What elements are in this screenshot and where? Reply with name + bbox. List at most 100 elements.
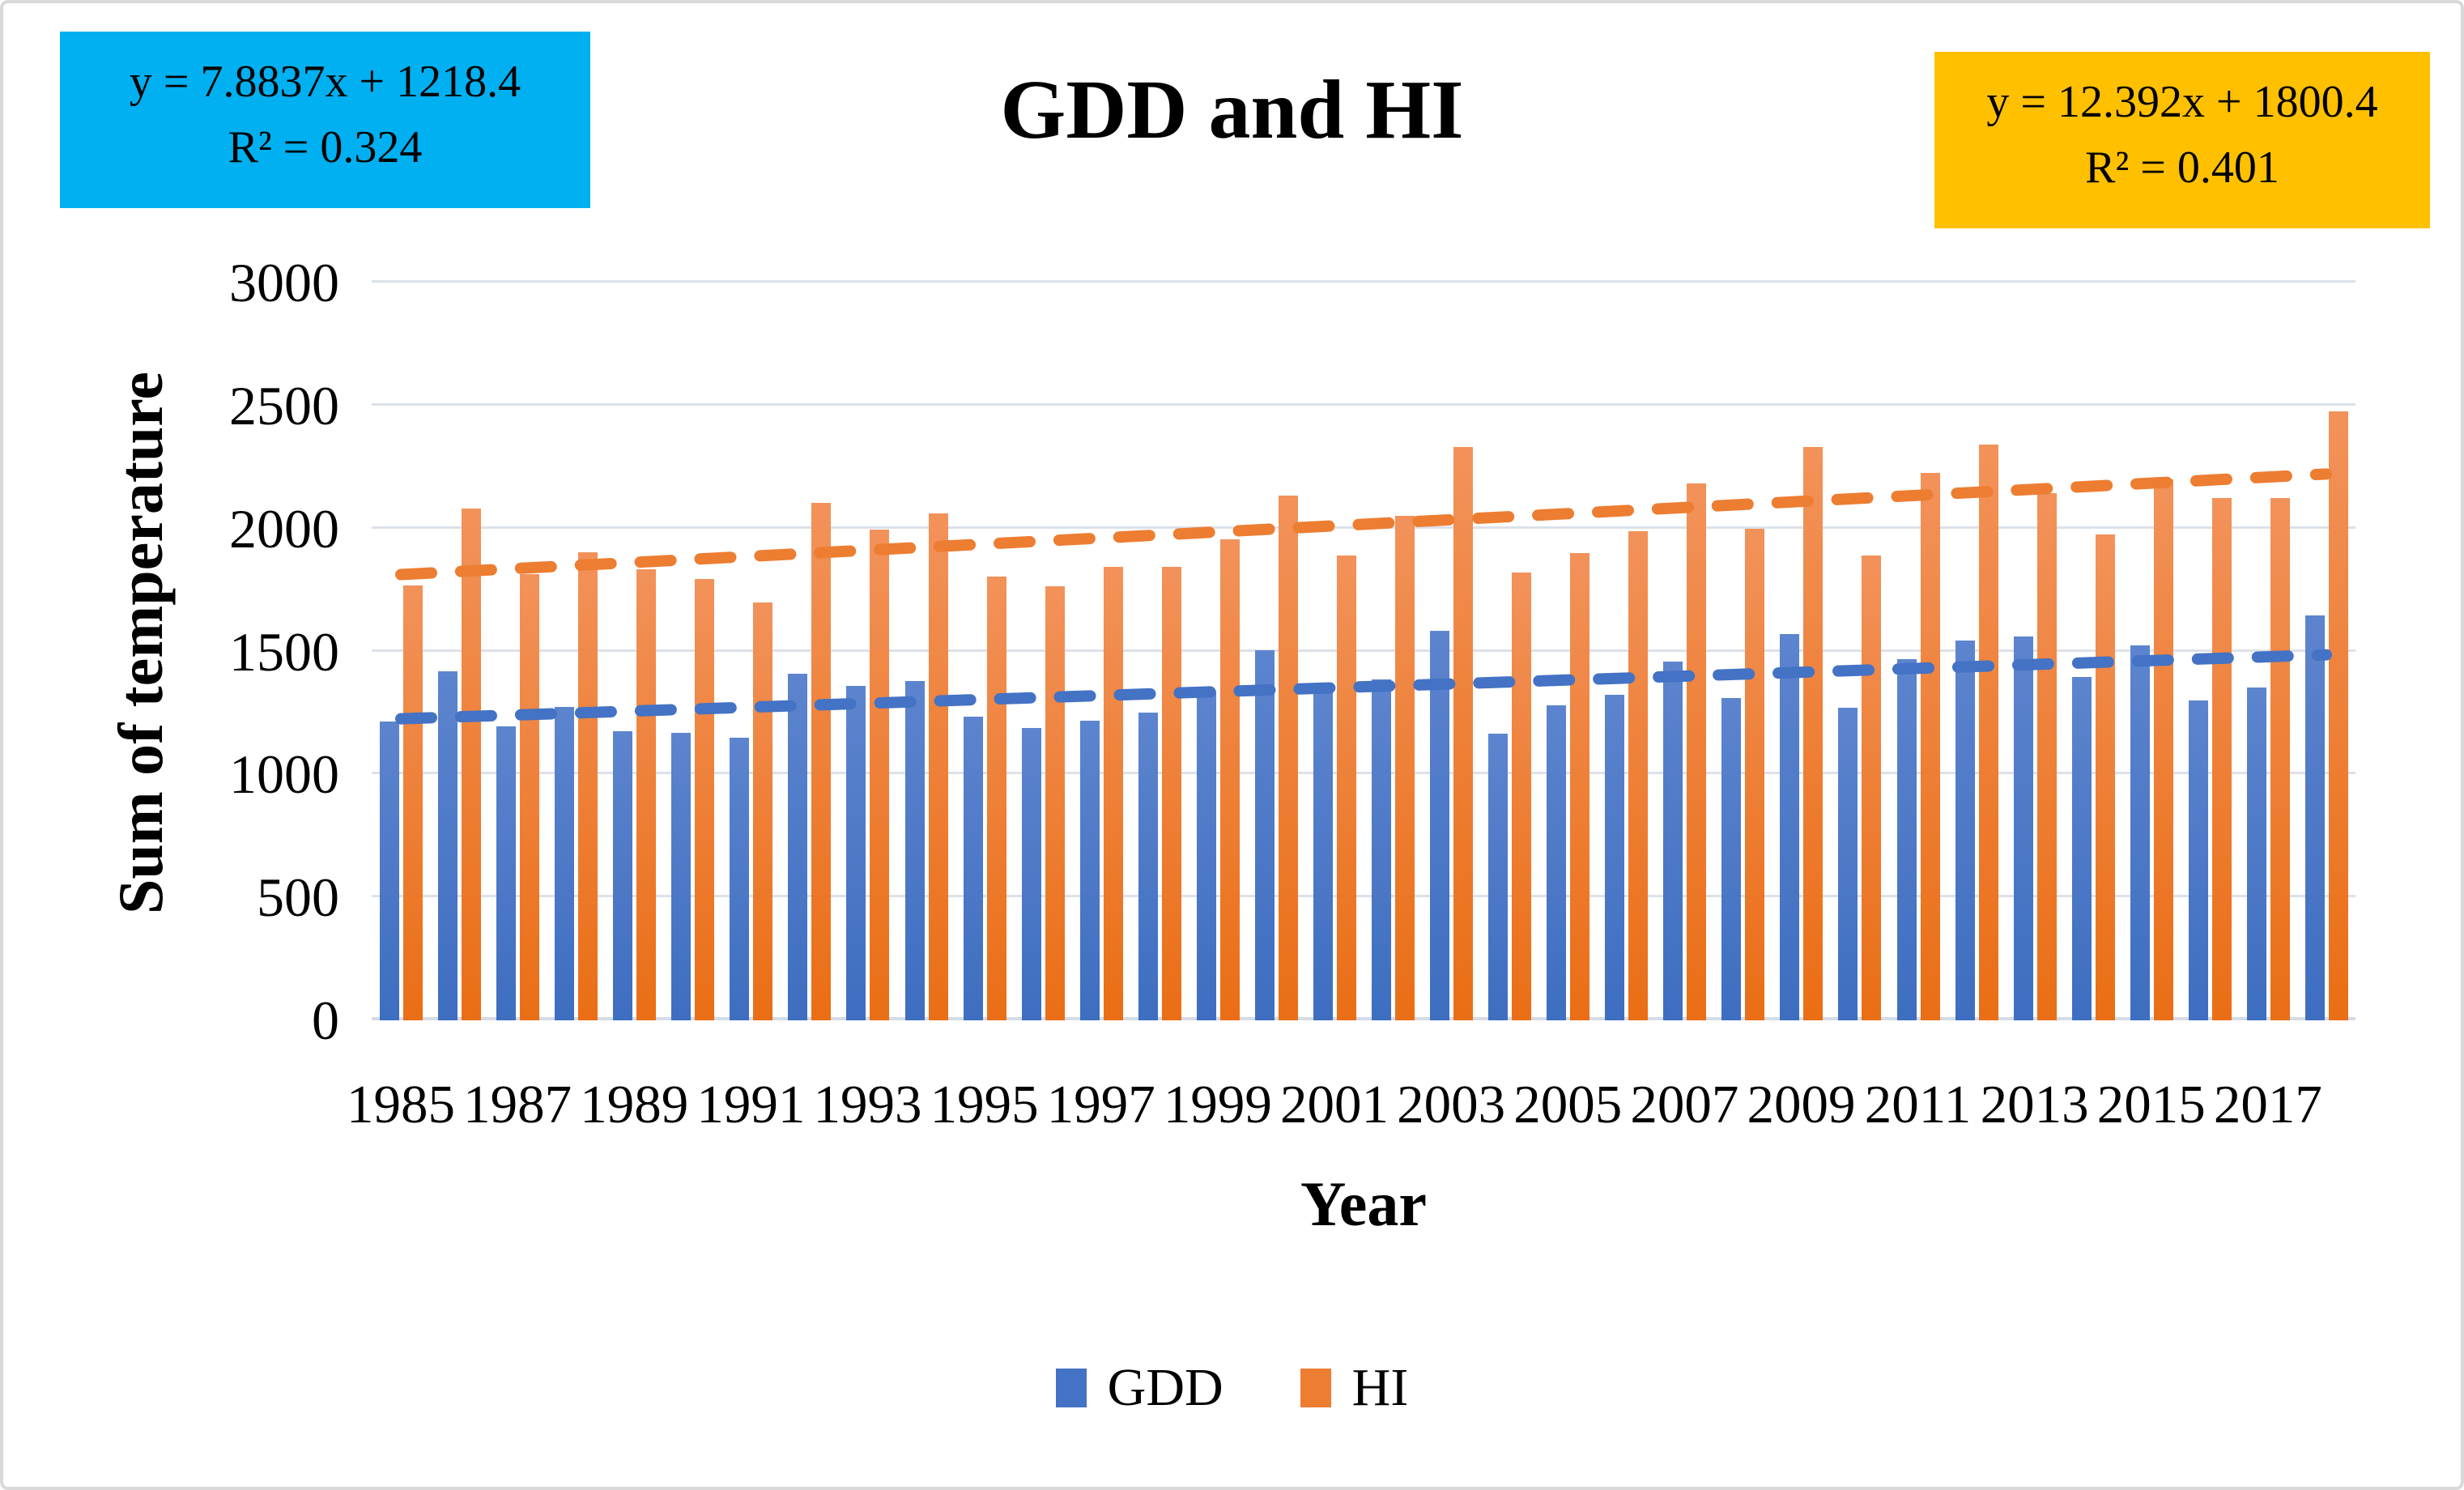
bar-group-1990 [663, 283, 721, 1020]
y-tick-label-2000: 2000 [229, 497, 339, 560]
gdd-bar-1991 [730, 737, 750, 1020]
legend-item-hi: HI [1300, 1357, 1408, 1419]
bar-group-2013 [2006, 283, 2064, 1020]
hi-bar-1997 [1103, 566, 1123, 1020]
gdd-bar-2011 [1896, 658, 1917, 1020]
chart-title: GDD and HI [1000, 63, 1464, 156]
bar-group-1995 [955, 283, 1014, 1020]
gdd-trendline-equation-box: y = 7.8837x + 1218.4 R² = 0.324 [60, 32, 590, 208]
gdd-bar-2014 [2071, 677, 2092, 1020]
bar-group-2000 [1247, 283, 1305, 1020]
gdd-bar-1989 [613, 731, 633, 1020]
gdd-bar-1985 [380, 722, 399, 1020]
gdd-bar-2017 [2246, 687, 2266, 1020]
gdd-bar-2006 [1605, 694, 1625, 1020]
hi-bar-2011 [1920, 473, 1940, 1020]
hi-trendline [395, 468, 2332, 581]
bar-group-2018 [2297, 283, 2355, 1020]
gdd-bar-1995 [963, 716, 983, 1020]
gdd-bar-2018 [2304, 615, 2325, 1020]
legend-item-gdd: GDD [1055, 1357, 1223, 1419]
bar-group-1989 [605, 283, 663, 1020]
legend-label-gdd: GDD [1107, 1358, 1223, 1417]
gridline-0 [372, 1017, 2355, 1020]
x-tick-label-2005: 2005 [1513, 1075, 1623, 1135]
bar-group-2011 [1889, 283, 1947, 1020]
y-tick-label-0: 0 [312, 990, 339, 1051]
gdd-bar-1998 [1138, 713, 1158, 1020]
hi-bar-1999 [1219, 539, 1240, 1020]
bar-group-2017 [2239, 283, 2297, 1020]
gdd-bar-1992 [788, 673, 808, 1020]
bar-group-2001 [1305, 283, 1364, 1020]
gdd-bar-1996 [1021, 727, 1041, 1020]
y-tick-label-3000: 3000 [229, 252, 339, 313]
bar-group-1987 [488, 283, 547, 1020]
gdd-bar-1997 [1079, 720, 1100, 1020]
gdd-bar-2004 [1488, 734, 1509, 1020]
bar-group-1991 [721, 283, 780, 1020]
bar-group-2003 [1422, 283, 1480, 1020]
bar-group-2004 [1480, 283, 1538, 1020]
gdd-equation-text: y = 7.8837x + 1218.4 [129, 57, 521, 107]
hi-equation-text: y = 12.392x + 1800.4 [1986, 77, 2378, 127]
hi-bar-2002 [1395, 516, 1415, 1020]
hi-bar-1989 [636, 568, 657, 1020]
hi-r2-text: R² = 0.401 [2085, 143, 2279, 194]
gdd-bar-2008 [1721, 698, 1742, 1020]
x-tick-label-2015: 2015 [2096, 1075, 2206, 1135]
x-tick-label-2017: 2017 [2213, 1075, 2322, 1135]
plot-area [372, 280, 2355, 1020]
gridline-3000 [372, 280, 2355, 283]
gdd-bar-2002 [1372, 679, 1391, 1020]
hi-bar-1990 [695, 578, 715, 1020]
bar-group-2002 [1364, 283, 1422, 1020]
hi-bar-1993 [870, 530, 890, 1020]
gdd-bar-1993 [846, 686, 866, 1020]
x-tick-label-1989: 1989 [580, 1075, 689, 1135]
gdd-trendline [395, 649, 2332, 725]
bar-group-2010 [1830, 283, 1888, 1020]
gdd-bar-2012 [1955, 640, 1975, 1020]
hi-bar-2003 [1453, 447, 1474, 1020]
y-tick-label-1500: 1500 [229, 620, 339, 683]
gdd-bar-2013 [2013, 636, 2033, 1020]
bar-group-2006 [1597, 283, 1655, 1020]
hi-bar-2006 [1628, 530, 1649, 1020]
gdd-legend-marker-icon [1055, 1369, 1087, 1407]
x-tick-label-2001: 2001 [1279, 1075, 1389, 1135]
hi-bar-2004 [1512, 573, 1532, 1020]
x-tick-label-1985: 1985 [347, 1075, 456, 1135]
x-tick-label-1991: 1991 [696, 1075, 806, 1135]
x-tick-label-1987: 1987 [463, 1075, 572, 1135]
gdd-bar-2007 [1663, 661, 1683, 1020]
hi-bar-2017 [2270, 497, 2290, 1020]
gridline-1000 [372, 772, 2355, 775]
bar-group-1996 [1014, 283, 1072, 1020]
legend: GDD HI [3, 1357, 2461, 1419]
hi-bar-2014 [2095, 534, 2115, 1020]
bar-group-2007 [1655, 283, 1713, 1020]
hi-bar-2000 [1278, 495, 1298, 1020]
hi-bar-1995 [986, 576, 1006, 1020]
bar-group-1994 [897, 283, 955, 1020]
bar-group-2009 [1772, 283, 1830, 1020]
gdd-bar-1988 [555, 706, 575, 1020]
gdd-bar-2010 [1838, 708, 1858, 1020]
hi-bar-1994 [928, 513, 948, 1020]
hi-bar-2009 [1803, 447, 1824, 1020]
bar-group-1988 [547, 283, 605, 1020]
hi-bar-2008 [1745, 528, 1765, 1020]
hi-bar-1987 [520, 573, 540, 1020]
bar-group-1985 [372, 283, 430, 1020]
bar-group-2015 [2122, 283, 2181, 1020]
hi-bar-1988 [578, 551, 598, 1020]
gdd-r2-text: R² = 0.324 [228, 122, 423, 173]
hi-trendline-equation-box: y = 12.392x + 1800.4 R² = 0.401 [1934, 52, 2430, 228]
gdd-bar-2005 [1547, 705, 1567, 1020]
gdd-bar-2016 [2188, 700, 2208, 1020]
x-tick-label-1993: 1993 [813, 1075, 922, 1135]
bar-group-1999 [1189, 283, 1247, 1020]
bar-group-2012 [1947, 283, 2006, 1020]
